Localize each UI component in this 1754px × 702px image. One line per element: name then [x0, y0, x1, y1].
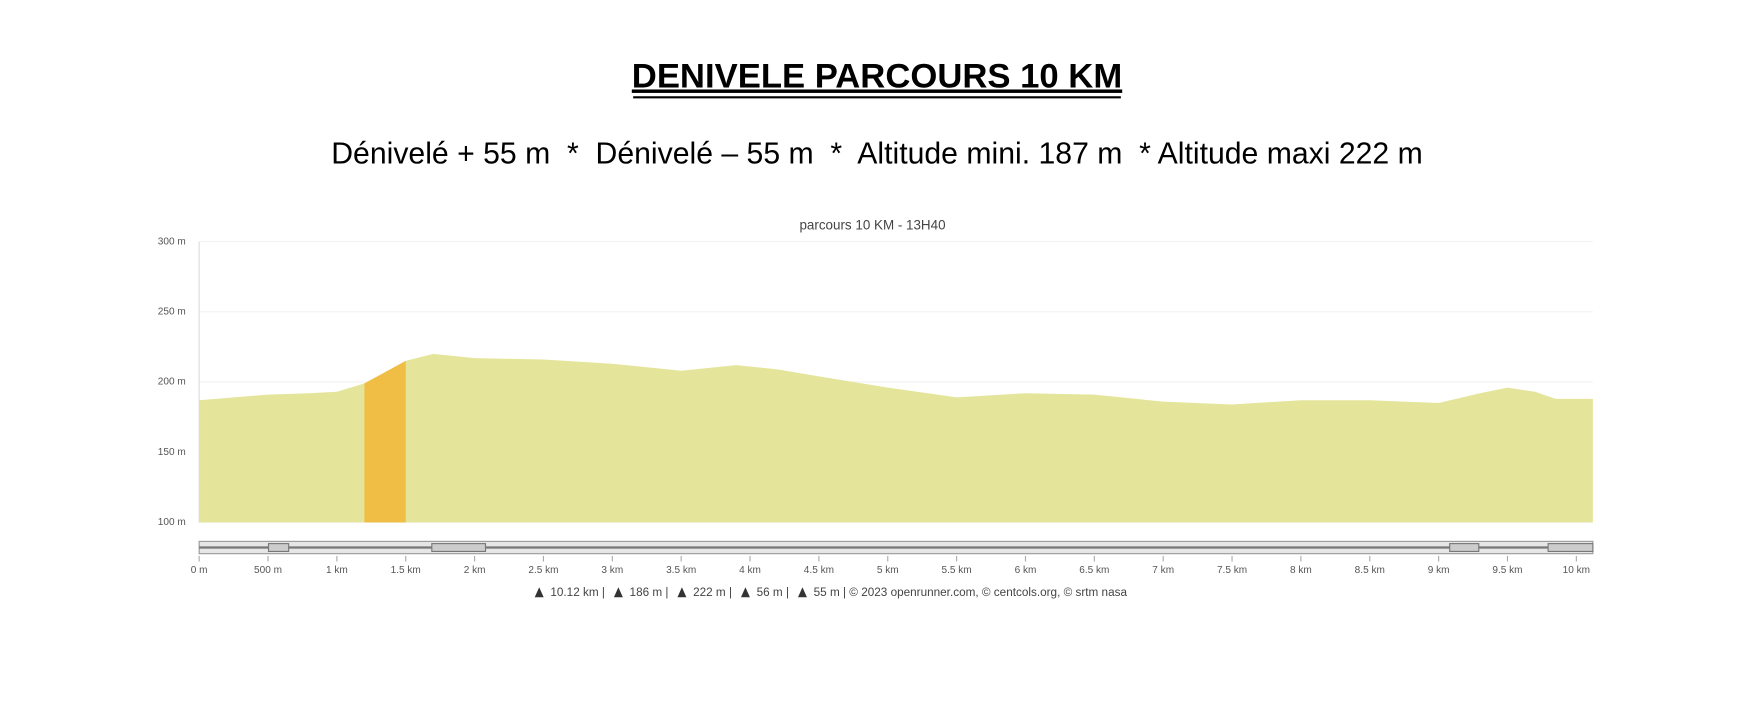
footer-text: 10.12 km |	[550, 586, 605, 599]
y-tick-label: 300 m	[158, 236, 186, 247]
x-tick-label: 2.5 km	[528, 565, 558, 576]
x-tick-label: 4.5 km	[804, 565, 834, 576]
x-tick-label: 3 km	[601, 565, 623, 576]
x-tick-label: 6 km	[1015, 565, 1037, 576]
footer-icon	[613, 587, 623, 598]
highlight-segment	[364, 360, 406, 523]
page-title: DENIVELE PARCOURS 10 KM	[632, 57, 1122, 95]
x-tick-label: 7.5 km	[1217, 565, 1247, 576]
x-tick-label: 500 m	[254, 565, 282, 576]
x-tick-label: 6.5 km	[1079, 565, 1109, 576]
x-tick-label: 2 km	[464, 565, 486, 576]
footer: 10.12 km | 186 m | 222 m | 56 m | 55 m | © 2…	[534, 586, 1128, 599]
y-tick-label: 100 m	[158, 517, 186, 528]
x-tick-label: 1.5 km	[391, 565, 421, 576]
footer-icon	[677, 587, 687, 598]
y-tick-label: 250 m	[158, 306, 186, 317]
x-tick-label: 1 km	[326, 565, 348, 576]
footer-icon	[534, 587, 544, 598]
chart-title: parcours 10 KM - 13H40	[799, 217, 945, 232]
x-tick-label: 5.5 km	[942, 565, 972, 576]
x-tick-label: 4 km	[739, 565, 761, 576]
footer-icon	[740, 587, 750, 598]
x-tick-label: 3.5 km	[666, 565, 696, 576]
x-tick-label: 8.5 km	[1355, 565, 1385, 576]
scrollbar	[198, 540, 1594, 555]
footer-text: 56 m |	[757, 586, 789, 599]
x-tick-label: 7 km	[1152, 565, 1174, 576]
footer-text: 186 m |	[630, 586, 669, 599]
subtitle: Dénivelé + 55 m * Dénivelé – 55 m * Alti…	[331, 137, 1422, 170]
x-tick-label: 5 km	[877, 565, 899, 576]
x-tick-label: 0 m	[191, 565, 208, 576]
footer-text: 222 m |	[693, 586, 732, 599]
x-tick-label: 10 km	[1563, 565, 1590, 576]
footer-icon	[797, 587, 807, 598]
y-tick-label: 200 m	[158, 377, 186, 388]
x-tick-label: 8 km	[1290, 565, 1312, 576]
elevation-area	[199, 353, 1593, 523]
y-tick-label: 150 m	[158, 447, 186, 458]
x-tick-label: 9.5 km	[1492, 565, 1522, 576]
x-tick-label: 9 km	[1428, 565, 1450, 576]
footer-text: 55 m | © 2023 openrunner.com, © centcols…	[814, 586, 1128, 599]
